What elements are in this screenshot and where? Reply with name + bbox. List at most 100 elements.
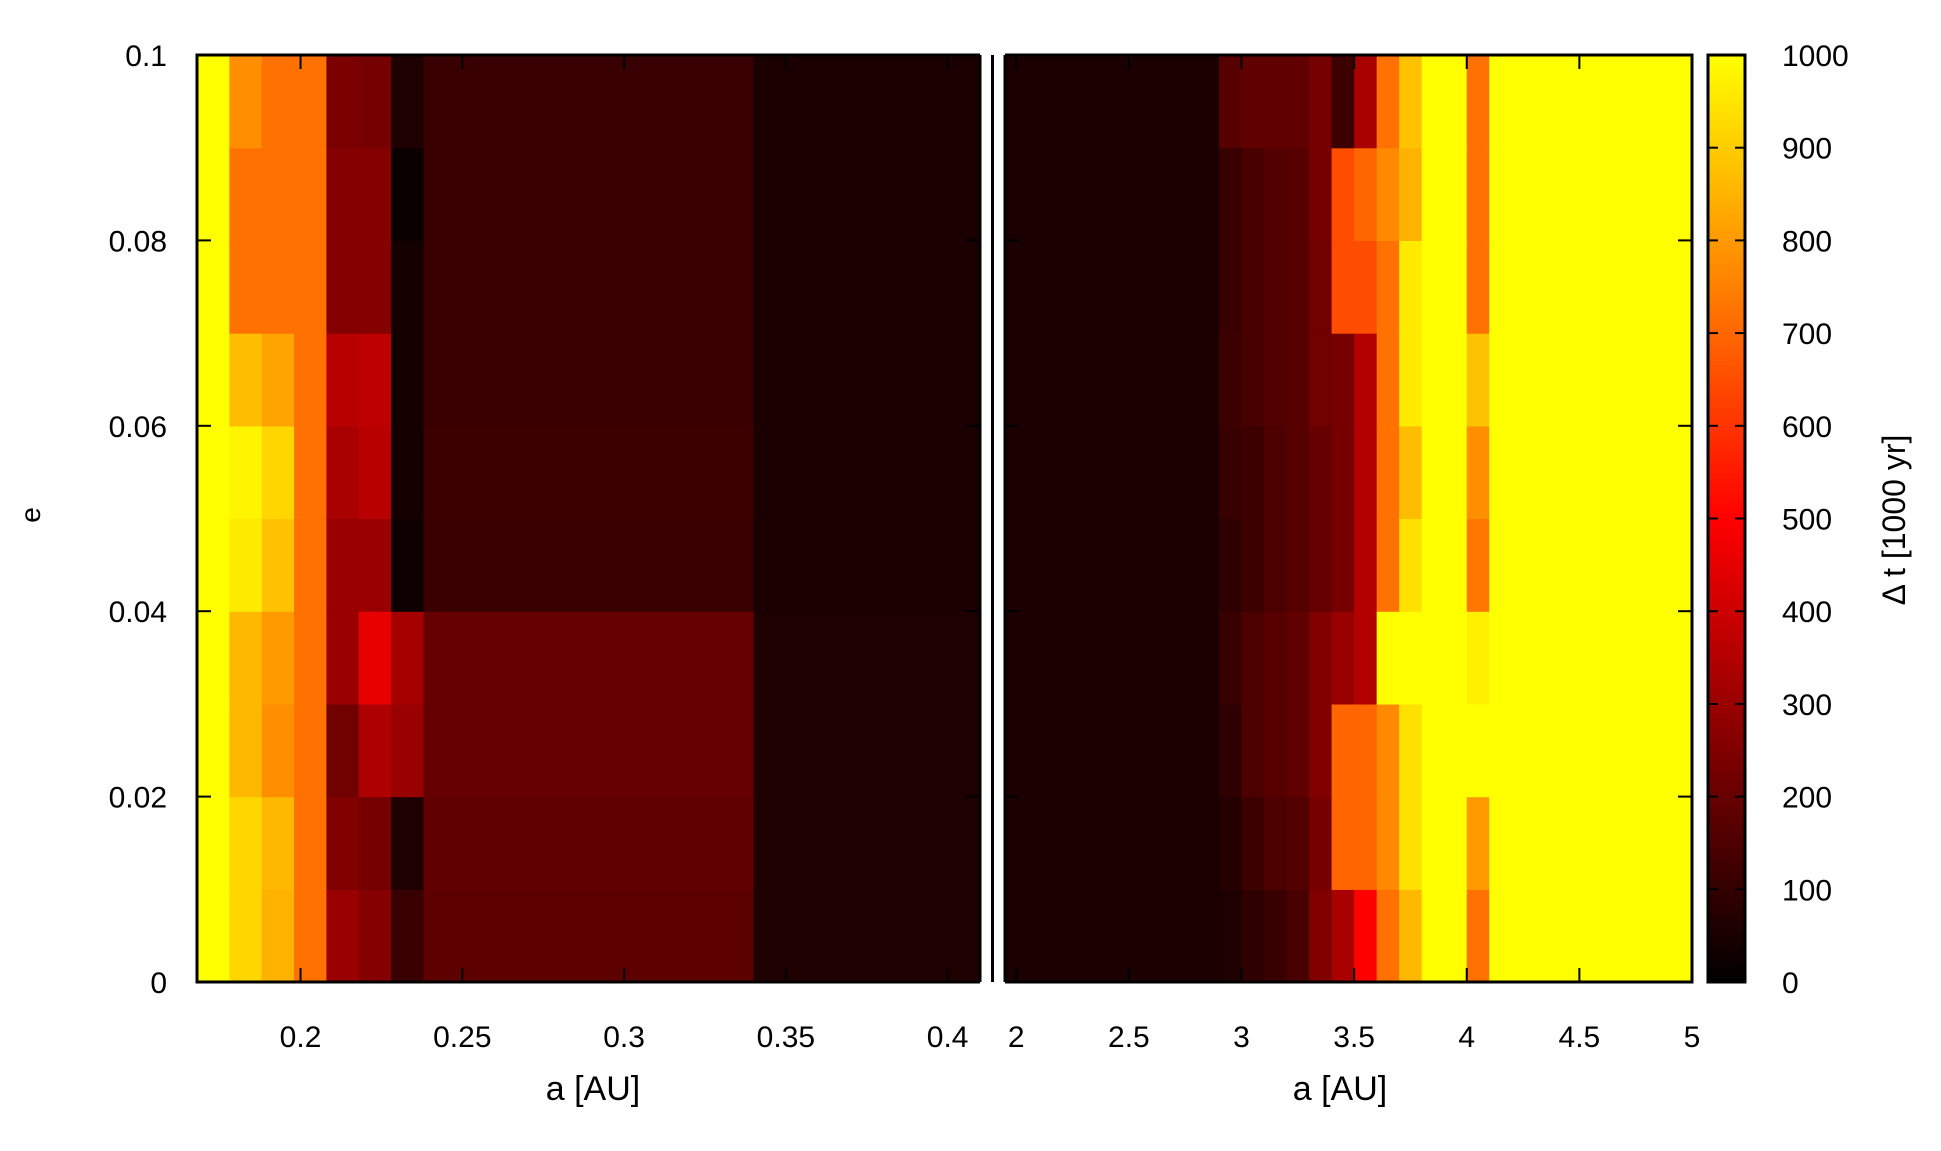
- colorbar-segment: [1708, 819, 1745, 825]
- heatmap-cell: [294, 703, 328, 798]
- x-tick-label: 4.5: [1559, 1021, 1601, 1054]
- colorbar-segment: [1708, 189, 1745, 195]
- heatmap-cell: [1466, 796, 1490, 890]
- heatmap-cell: [1466, 611, 1490, 705]
- heatmap-cell: [391, 611, 425, 705]
- heatmap-cell: [197, 703, 230, 798]
- heatmap-cell: [358, 55, 392, 149]
- heatmap-cell: [753, 240, 981, 334]
- heatmap-cell: [1218, 796, 1243, 890]
- heatmap-cell: [1376, 240, 1400, 334]
- colorbar-segment: [1708, 152, 1745, 158]
- heatmap-cell: [1264, 796, 1288, 890]
- heatmap-cell: [1286, 703, 1310, 798]
- heatmap-cell: [358, 240, 392, 334]
- heatmap-cell: [229, 518, 263, 612]
- heatmap-cell: [1309, 55, 1333, 149]
- x-tick-label: 0.3: [603, 1021, 645, 1054]
- colorbar-segment: [1708, 676, 1745, 682]
- colorbar-segment: [1708, 977, 1745, 983]
- colorbar-segment: [1708, 657, 1745, 663]
- colorbar-segment: [1708, 82, 1745, 89]
- heatmap-cell: [1241, 518, 1265, 612]
- colorbar-segment: [1708, 309, 1745, 316]
- colorbar-segment: [1708, 805, 1745, 812]
- heatmap-cell: [261, 333, 295, 427]
- colorbar-segment: [1708, 472, 1745, 478]
- heatmap-cell: [1421, 796, 1468, 890]
- colorbar-segment: [1708, 935, 1745, 941]
- colorbar-segment: [1708, 286, 1745, 292]
- heatmap-cell: [197, 796, 230, 890]
- heatmap-cell: [229, 796, 263, 890]
- colorbar-segment: [1708, 486, 1745, 492]
- colorbar-tick-label: 700: [1782, 318, 1832, 351]
- heatmap-cell: [1264, 611, 1288, 705]
- heatmap-cell: [1421, 518, 1468, 612]
- heatmap-cell: [1331, 147, 1355, 241]
- heatmap-cell: [197, 333, 230, 427]
- colorbar-segment: [1708, 569, 1745, 575]
- heatmap-cell: [1376, 518, 1400, 612]
- colorbar-segment: [1708, 583, 1745, 589]
- heatmap-cell: [1309, 147, 1333, 241]
- heatmap-cell: [1264, 55, 1288, 149]
- colorbar-segment: [1708, 119, 1745, 126]
- heatmap-cell: [1286, 425, 1310, 520]
- colorbar-segment: [1708, 499, 1745, 506]
- colorbar-segment: [1708, 954, 1745, 960]
- heatmap-cell: [1466, 518, 1490, 612]
- colorbar-segment: [1708, 532, 1745, 538]
- colorbar-segment: [1708, 258, 1745, 265]
- heatmap-cell: [1218, 611, 1243, 705]
- heatmap-cell: [326, 333, 360, 427]
- y-tick-label: 0: [150, 967, 167, 1000]
- colorbar-segment: [1708, 824, 1745, 830]
- colorbar-segment: [1708, 272, 1745, 279]
- heatmap-cell: [753, 796, 981, 890]
- heatmap-cell: [1399, 703, 1423, 798]
- colorbar-segment: [1708, 713, 1745, 719]
- heatmap-cell: [753, 518, 981, 612]
- heatmap-cell: [391, 425, 425, 520]
- heatmap-cell: [1005, 796, 1220, 890]
- heatmap-cell: [294, 425, 328, 520]
- heatmap-cell: [1241, 796, 1265, 890]
- colorbar-segment: [1708, 180, 1745, 186]
- colorbar-segment: [1708, 323, 1745, 330]
- heatmap-cell: [1331, 518, 1355, 612]
- heatmap-cell: [1218, 518, 1243, 612]
- colorbar-segment: [1708, 727, 1745, 733]
- heatmap-cell: [423, 425, 755, 520]
- colorbar-segment: [1708, 703, 1745, 710]
- heatmap-cell: [753, 333, 981, 427]
- colorbar-segment: [1708, 731, 1745, 737]
- heatmap-cell: [229, 240, 263, 334]
- colorbar-segment: [1708, 101, 1745, 107]
- colorbar-segment: [1708, 722, 1745, 728]
- heatmap-cell: [261, 796, 295, 890]
- heatmap-cell: [1399, 796, 1423, 890]
- heatmap-cell: [1466, 425, 1490, 520]
- heatmap-cell: [1241, 55, 1265, 149]
- x-tick-label: 4: [1458, 1021, 1475, 1054]
- heatmap-cell: [1354, 796, 1378, 890]
- heatmap-cell: [1376, 147, 1400, 241]
- colorbar-segment: [1708, 601, 1745, 608]
- colorbar-segment: [1708, 198, 1745, 204]
- colorbar-segment: [1708, 611, 1745, 617]
- heatmap-cell: [261, 147, 295, 241]
- y-tick-label: 0.02: [109, 782, 167, 815]
- colorbar-segment: [1708, 671, 1745, 677]
- heatmap-cell: [1466, 703, 1490, 798]
- colorbar-segment: [1708, 133, 1745, 140]
- heatmap-cell: [1489, 240, 1693, 334]
- heatmap-cell: [1421, 703, 1468, 798]
- heatmap-cell: [294, 889, 328, 983]
- colorbar-segment: [1708, 968, 1745, 974]
- heatmap-cell: [1286, 333, 1310, 427]
- colorbar-segment: [1708, 690, 1745, 696]
- heatmap-cell: [1218, 240, 1243, 334]
- colorbar-segment: [1708, 861, 1745, 867]
